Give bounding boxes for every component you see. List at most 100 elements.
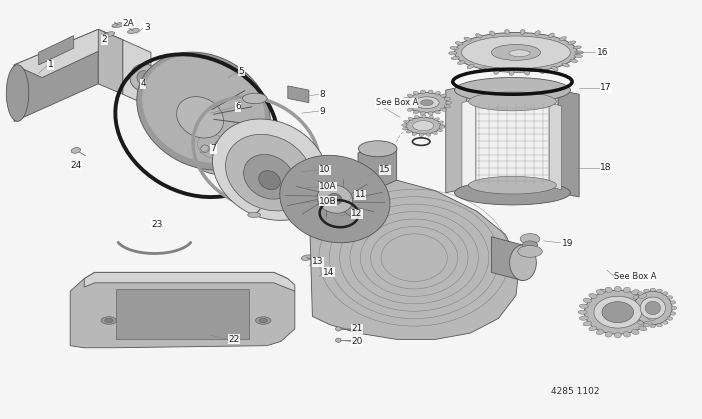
Ellipse shape [415, 115, 419, 119]
Text: 23: 23 [151, 220, 162, 229]
Text: See Box A: See Box A [376, 98, 418, 107]
Ellipse shape [589, 293, 597, 298]
Ellipse shape [670, 312, 676, 315]
Polygon shape [123, 40, 151, 107]
Ellipse shape [314, 265, 325, 271]
Ellipse shape [6, 65, 29, 122]
Ellipse shape [578, 310, 587, 314]
Ellipse shape [584, 290, 651, 334]
Ellipse shape [670, 301, 676, 304]
Ellipse shape [455, 32, 577, 72]
Ellipse shape [520, 234, 540, 244]
Ellipse shape [435, 110, 440, 114]
Ellipse shape [614, 287, 621, 292]
Text: 4: 4 [140, 79, 146, 88]
Ellipse shape [420, 90, 425, 94]
Ellipse shape [656, 323, 662, 327]
Ellipse shape [568, 41, 576, 44]
Ellipse shape [413, 121, 434, 131]
Ellipse shape [358, 141, 397, 157]
Ellipse shape [408, 117, 413, 120]
Ellipse shape [630, 301, 635, 304]
Ellipse shape [640, 297, 665, 319]
Ellipse shape [280, 155, 390, 243]
Ellipse shape [402, 127, 408, 130]
Ellipse shape [248, 212, 260, 217]
Ellipse shape [589, 326, 597, 331]
Ellipse shape [445, 101, 451, 104]
Ellipse shape [137, 71, 151, 85]
Text: 2A: 2A [123, 18, 135, 28]
Text: 8: 8 [319, 90, 325, 99]
Ellipse shape [336, 338, 341, 342]
Ellipse shape [505, 30, 510, 34]
Ellipse shape [605, 287, 612, 292]
Ellipse shape [667, 317, 673, 320]
Ellipse shape [633, 291, 672, 325]
Ellipse shape [403, 105, 409, 108]
Ellipse shape [413, 110, 418, 114]
Polygon shape [491, 237, 523, 281]
Ellipse shape [407, 108, 413, 111]
Ellipse shape [101, 317, 117, 324]
Polygon shape [558, 90, 579, 197]
Text: 10: 10 [319, 165, 331, 174]
Text: 18: 18 [600, 163, 611, 172]
Ellipse shape [552, 66, 558, 71]
Ellipse shape [403, 97, 409, 101]
Ellipse shape [444, 97, 451, 101]
Ellipse shape [509, 50, 530, 57]
Ellipse shape [614, 333, 621, 338]
Ellipse shape [510, 245, 536, 281]
Polygon shape [70, 272, 295, 348]
Ellipse shape [414, 97, 439, 109]
Ellipse shape [559, 36, 567, 41]
Ellipse shape [180, 114, 249, 175]
Ellipse shape [317, 185, 352, 213]
Ellipse shape [663, 292, 668, 295]
Ellipse shape [451, 57, 459, 59]
Ellipse shape [479, 67, 486, 72]
Ellipse shape [520, 29, 525, 34]
Ellipse shape [449, 52, 457, 54]
Polygon shape [462, 99, 476, 186]
Ellipse shape [573, 46, 581, 49]
Polygon shape [476, 99, 549, 186]
Polygon shape [288, 86, 309, 103]
Polygon shape [84, 272, 295, 291]
Ellipse shape [243, 93, 267, 104]
Ellipse shape [407, 94, 413, 97]
Ellipse shape [633, 317, 639, 320]
Ellipse shape [644, 289, 649, 292]
Text: 21: 21 [351, 324, 362, 334]
Text: 2: 2 [102, 35, 107, 44]
Ellipse shape [509, 70, 514, 75]
Ellipse shape [494, 70, 499, 74]
Ellipse shape [648, 310, 657, 314]
Ellipse shape [422, 115, 426, 118]
Text: 4285 1102: 4285 1102 [551, 387, 600, 396]
Ellipse shape [201, 145, 209, 153]
Ellipse shape [663, 321, 668, 324]
Ellipse shape [594, 296, 642, 328]
Ellipse shape [435, 91, 440, 95]
Ellipse shape [441, 94, 446, 97]
Ellipse shape [645, 301, 661, 315]
Polygon shape [446, 86, 467, 193]
Text: 7: 7 [211, 144, 216, 153]
Ellipse shape [539, 69, 545, 73]
Ellipse shape [570, 59, 578, 62]
Ellipse shape [455, 181, 570, 205]
Ellipse shape [420, 111, 425, 115]
Text: 10A: 10A [319, 182, 337, 191]
Ellipse shape [644, 321, 652, 326]
Polygon shape [549, 103, 562, 190]
Ellipse shape [432, 132, 437, 134]
Ellipse shape [256, 317, 271, 324]
Text: 11: 11 [355, 190, 366, 199]
Text: 17: 17 [600, 83, 611, 93]
Ellipse shape [637, 292, 643, 295]
Ellipse shape [428, 90, 433, 94]
Ellipse shape [197, 133, 227, 158]
Ellipse shape [468, 92, 556, 111]
